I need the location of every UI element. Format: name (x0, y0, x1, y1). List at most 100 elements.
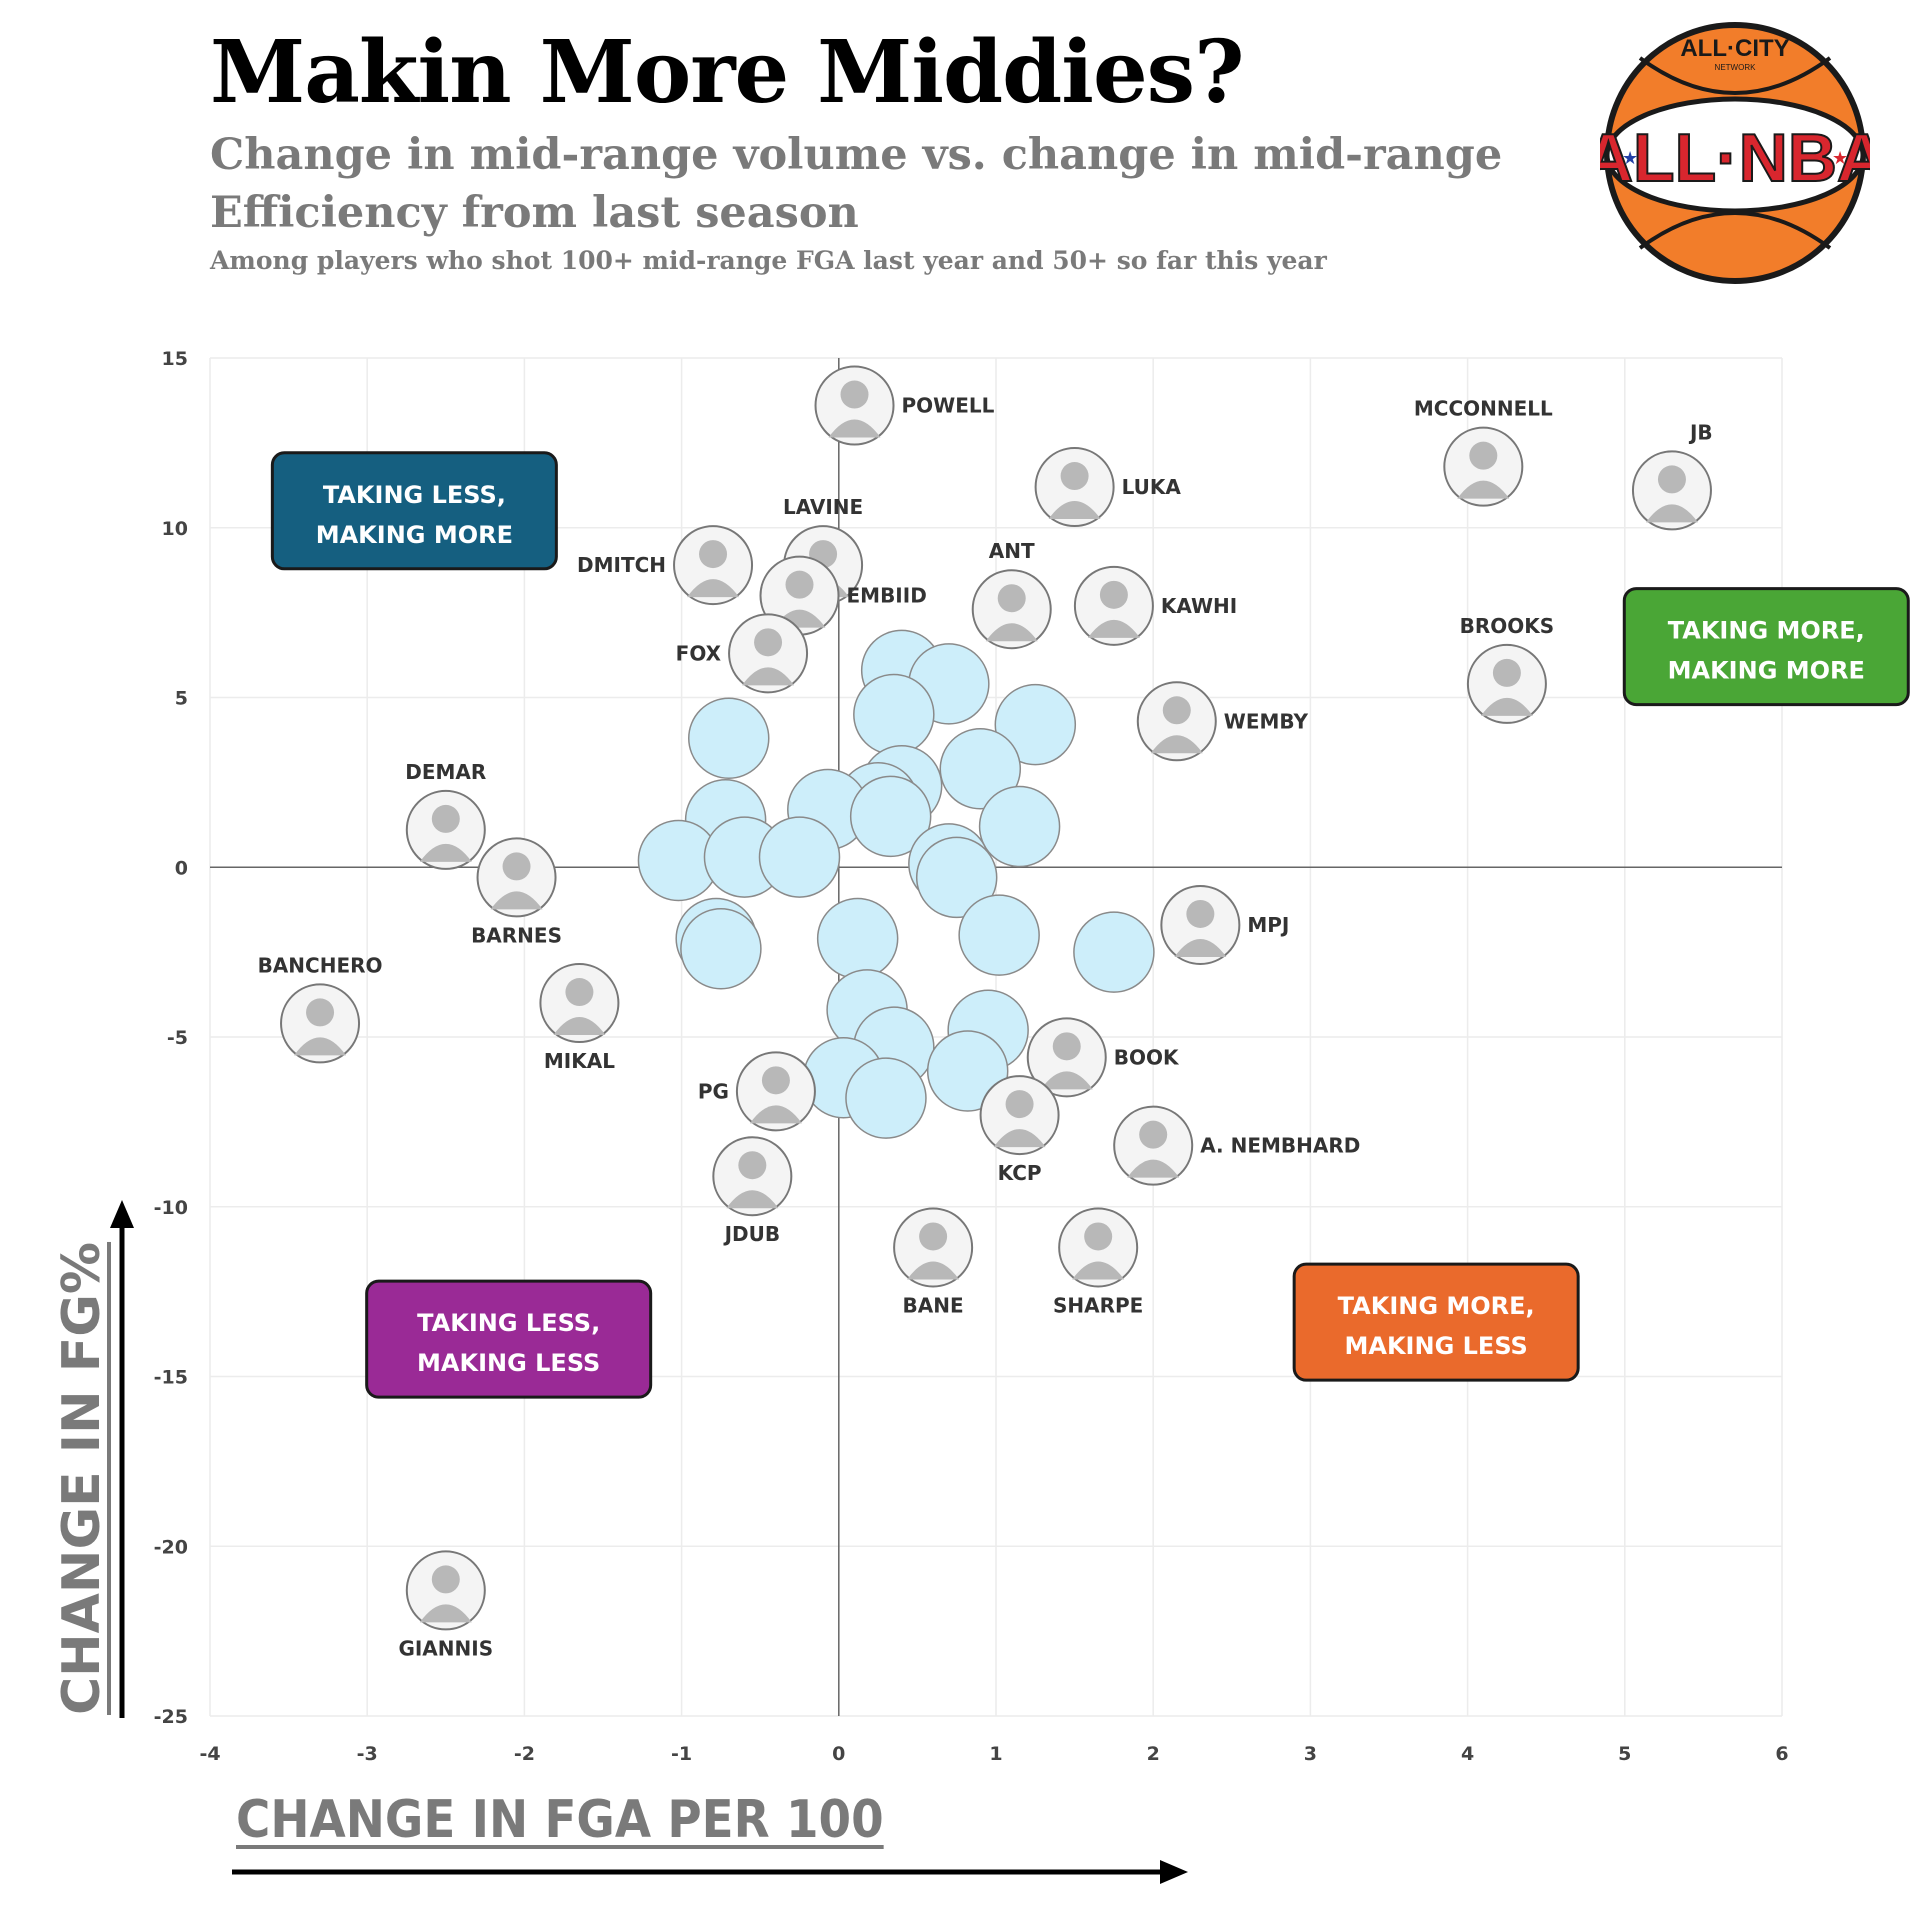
player-headshot-icon (828, 419, 881, 438)
player-headshot-icon (1127, 1159, 1180, 1178)
player-headshot-icon (993, 1129, 1046, 1148)
player-label: POWELL (902, 394, 995, 418)
data-point (1073, 911, 1155, 993)
chart-title: Makin More Middies? (210, 22, 1244, 123)
y-tick-label: 15 (162, 348, 188, 370)
player-headshot-icon (997, 584, 1026, 613)
player-label: BROOKS (1460, 614, 1555, 638)
player-headshot-icon (502, 852, 531, 881)
player-headshot-icon (907, 1261, 960, 1280)
player-label: FOX (676, 641, 722, 665)
player-label: JDUB (723, 1222, 781, 1246)
y-tick-label: 0 (175, 857, 188, 879)
data-point (845, 1057, 927, 1139)
player-headshot-icon (1457, 480, 1510, 499)
quadrant-label-line2: MAKING LESS (1345, 1332, 1528, 1360)
quadrant-label-box (365, 1279, 653, 1399)
player-headshot-icon (419, 1604, 472, 1623)
player-headshot-icon (726, 1190, 779, 1209)
player-headshot-icon (1048, 501, 1101, 520)
player-label: BANCHERO (258, 953, 383, 977)
player-headshot-icon (687, 579, 740, 598)
player-headshot-icon (919, 1222, 948, 1251)
player-label: ANT (989, 539, 1035, 563)
player-label: SHARPE (1053, 1293, 1143, 1317)
player-headshot-icon (419, 843, 472, 862)
y-tick-label: -15 (154, 1367, 188, 1389)
y-tick-label: -20 (154, 1536, 188, 1558)
player-headshot-icon (1005, 1090, 1034, 1119)
player-headshot-icon (1162, 696, 1191, 725)
player-headshot-icon (1040, 1071, 1093, 1090)
player-headshot-icon (754, 628, 783, 657)
player-headshot-icon (431, 804, 460, 833)
player-label: JB (1688, 420, 1713, 444)
player-headshot-icon (1480, 697, 1533, 716)
y-arrow-head (110, 1200, 134, 1228)
player-headshot-icon (749, 1105, 802, 1124)
player-headshot-icon (1087, 619, 1140, 638)
player-headshot-icon (1645, 504, 1698, 523)
x-tick-label: 6 (1775, 1743, 1788, 1765)
player-headshot-icon (1099, 580, 1128, 609)
data-point (939, 728, 1022, 810)
player-headshot-icon (1060, 462, 1089, 491)
x-axis-label: CHANGE IN FGA PER 100 (236, 1790, 884, 1850)
player-headshot-icon (761, 1066, 790, 1095)
player-headshot-icon (985, 623, 1038, 642)
x-tick-label: -4 (199, 1743, 220, 1765)
data-point (958, 894, 1040, 976)
x-tick-label: -1 (671, 1743, 692, 1765)
player-headshot-icon (565, 978, 594, 1007)
player-headshot-icon (1150, 735, 1203, 754)
player-headshot-icon (1469, 441, 1498, 470)
player-headshot-icon (1072, 1261, 1125, 1280)
player-headshot-icon (1052, 1032, 1081, 1061)
chart-note: Among players who shot 100+ mid-range FG… (210, 246, 1327, 275)
player-label: MCCONNELL (1414, 397, 1553, 421)
player-headshot-icon (1174, 938, 1227, 957)
y-axis-label: CHANGE IN FG% (52, 1241, 112, 1715)
player-headshot-icon (306, 998, 335, 1027)
data-point (816, 897, 899, 980)
player-label: PG (698, 1079, 729, 1103)
player-headshot-icon (1492, 658, 1521, 687)
x-tick-label: 4 (1461, 1743, 1474, 1765)
quadrant-label-line1: TAKING LESS, (417, 1309, 600, 1337)
player-label: BANE (903, 1293, 964, 1317)
player-label: KCP (998, 1161, 1042, 1185)
data-point (978, 785, 1061, 868)
player-label: WEMBY (1224, 709, 1309, 733)
data-point (915, 836, 998, 919)
player-headshot-icon (294, 1037, 347, 1056)
player-headshot-icon (785, 570, 814, 599)
x-arrow-head (1160, 1860, 1188, 1884)
player-headshot-icon (431, 1565, 460, 1594)
quadrant-label-box (1292, 1262, 1580, 1382)
all-city-logo: ALL·CITY NETWORK ALL·NBA ★ ★ (1600, 22, 1870, 284)
player-label: MPJ (1247, 913, 1289, 937)
x-tick-label: 2 (1147, 1743, 1160, 1765)
player-headshot-icon (699, 540, 728, 569)
player-headshot-icon (1657, 465, 1686, 494)
star-icon: ★ (1832, 148, 1848, 169)
quadrant-label-line2: MAKING MORE (316, 521, 513, 549)
data-point (853, 673, 935, 756)
y-tick-label: -10 (154, 1197, 188, 1219)
x-tick-label: -3 (357, 1743, 378, 1765)
player-label: LUKA (1122, 475, 1182, 499)
data-point (994, 683, 1077, 766)
y-tick-label: 10 (162, 518, 188, 540)
data-point (758, 816, 841, 898)
y-tick-label: -5 (167, 1027, 188, 1049)
player-label: DEMAR (405, 760, 486, 784)
player-headshot-icon (553, 1017, 606, 1036)
player-headshot-icon (490, 891, 543, 910)
data-point (688, 697, 770, 779)
player-label: DMITCH (577, 553, 666, 577)
player-label: LAVINE (783, 495, 863, 519)
player-headshot-icon (1139, 1120, 1168, 1149)
quadrant-label-line1: TAKING LESS, (323, 481, 506, 509)
y-tick-label: -25 (154, 1706, 188, 1728)
